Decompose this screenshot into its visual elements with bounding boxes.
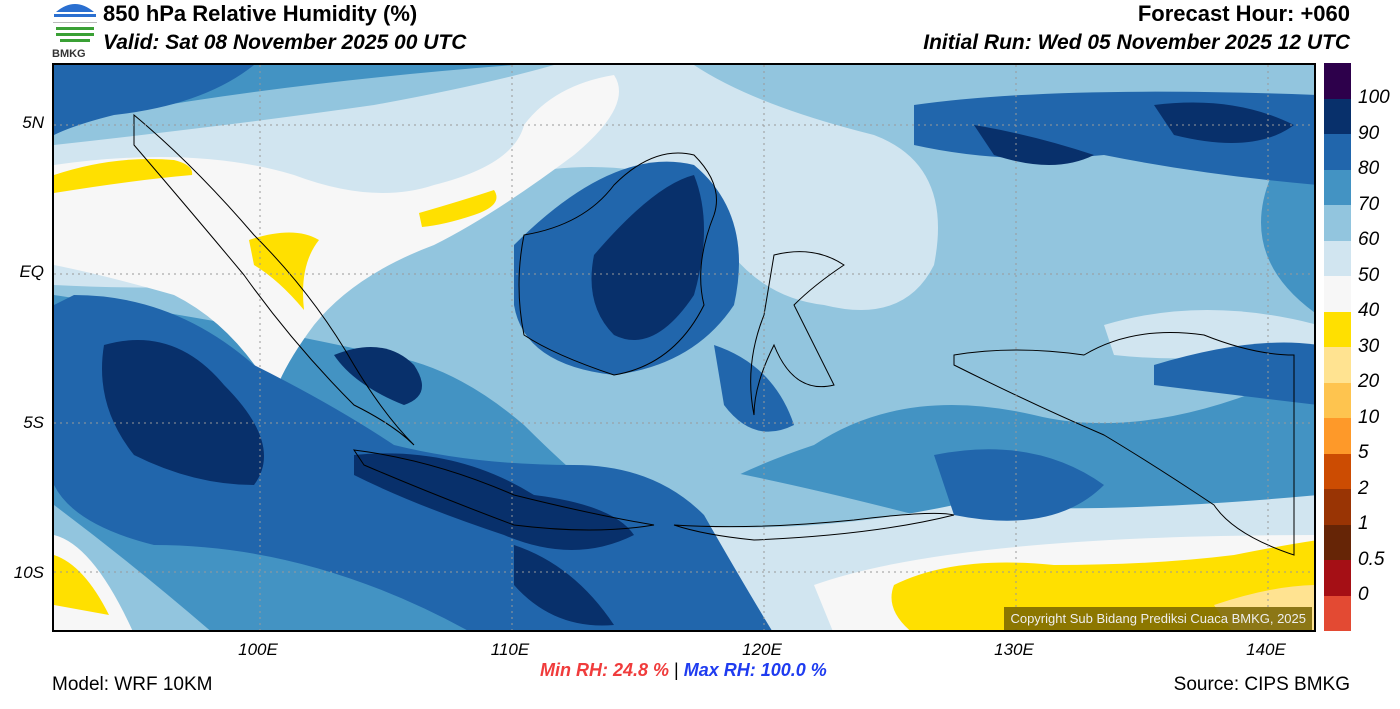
lon-tick: 100E bbox=[238, 640, 278, 659]
colorbar-segment bbox=[1324, 311, 1351, 347]
source-label: Source: CIPS BMKG bbox=[1173, 674, 1350, 695]
colorbar-segment bbox=[1324, 489, 1351, 525]
rh-stats: Min RH: 24.8 % | Max RH: 100.0 % bbox=[540, 660, 827, 681]
colorbar-segment bbox=[1324, 98, 1351, 134]
lon-tick: 140E bbox=[1246, 640, 1286, 659]
lon-tick: 110E bbox=[490, 640, 530, 659]
bmkg-logo: BMKG bbox=[50, 0, 100, 60]
colorbar-segment bbox=[1324, 418, 1351, 454]
copyright-label: Copyright Sub Bidang Prediksi Cuaca BMKG… bbox=[1004, 607, 1312, 630]
max-rh: Max RH: 100.0 % bbox=[683, 660, 827, 680]
humidity-map: Copyright Sub Bidang Prediksi Cuaca BMKG… bbox=[52, 63, 1316, 632]
colorbar-label: 20 bbox=[1358, 371, 1380, 392]
valid-time: Valid: Sat 08 November 2025 00 UTC bbox=[103, 31, 467, 54]
colorbar-label: 1 bbox=[1358, 513, 1369, 534]
lat-tick: 5N bbox=[22, 113, 44, 132]
lon-tick: 120E bbox=[742, 640, 782, 659]
colorbar-segment bbox=[1324, 595, 1351, 631]
colorbar-label: 90 bbox=[1358, 122, 1380, 144]
colorbar-segment bbox=[1324, 240, 1351, 276]
colorbar-segment bbox=[1324, 560, 1351, 596]
colorbar-label: 10 bbox=[1358, 406, 1380, 428]
colorbar-segment bbox=[1324, 169, 1351, 205]
colorbar-segment bbox=[1324, 382, 1351, 418]
min-rh: Min RH: 24.8 % bbox=[540, 660, 670, 680]
colorbar-segment bbox=[1324, 347, 1351, 383]
colorbar-segment bbox=[1324, 63, 1351, 99]
colorbar-label: 70 bbox=[1358, 193, 1380, 215]
colorbar-segment bbox=[1324, 453, 1351, 489]
lat-tick: EQ bbox=[19, 262, 44, 281]
lon-tick: 130E bbox=[994, 640, 1034, 659]
colorbar-segment bbox=[1324, 524, 1351, 560]
colorbar-label: 40 bbox=[1358, 300, 1380, 321]
colorbar-label: 60 bbox=[1358, 229, 1380, 250]
colorbar-label: 5 bbox=[1358, 442, 1369, 463]
humidity-field bbox=[54, 65, 1314, 630]
colorbar-label: 2 bbox=[1358, 477, 1369, 499]
logo-text: BMKG bbox=[52, 48, 86, 60]
colorbar bbox=[1324, 63, 1351, 631]
colorbar-segment bbox=[1324, 134, 1351, 170]
colorbar-segment bbox=[1324, 205, 1351, 241]
lat-tick: 5S bbox=[23, 413, 44, 432]
model-label: Model: WRF 10KM bbox=[52, 674, 213, 695]
colorbar-label: 30 bbox=[1358, 335, 1380, 357]
initial-run: Initial Run: Wed 05 November 2025 12 UTC bbox=[923, 31, 1350, 54]
colorbar-segment bbox=[1324, 276, 1351, 312]
colorbar-label: 0 bbox=[1358, 584, 1369, 605]
colorbar-label: 50 bbox=[1358, 264, 1380, 286]
forecast-hour: Forecast Hour: +060 bbox=[1137, 1, 1350, 26]
chart-title: 850 hPa Relative Humidity (%) bbox=[103, 1, 418, 26]
colorbar-label: 80 bbox=[1358, 158, 1380, 179]
colorbar-label: 0.5 bbox=[1358, 548, 1385, 570]
colorbar-label: 100 bbox=[1358, 87, 1390, 108]
separator: | bbox=[674, 660, 679, 680]
lat-tick: 10S bbox=[13, 563, 44, 582]
